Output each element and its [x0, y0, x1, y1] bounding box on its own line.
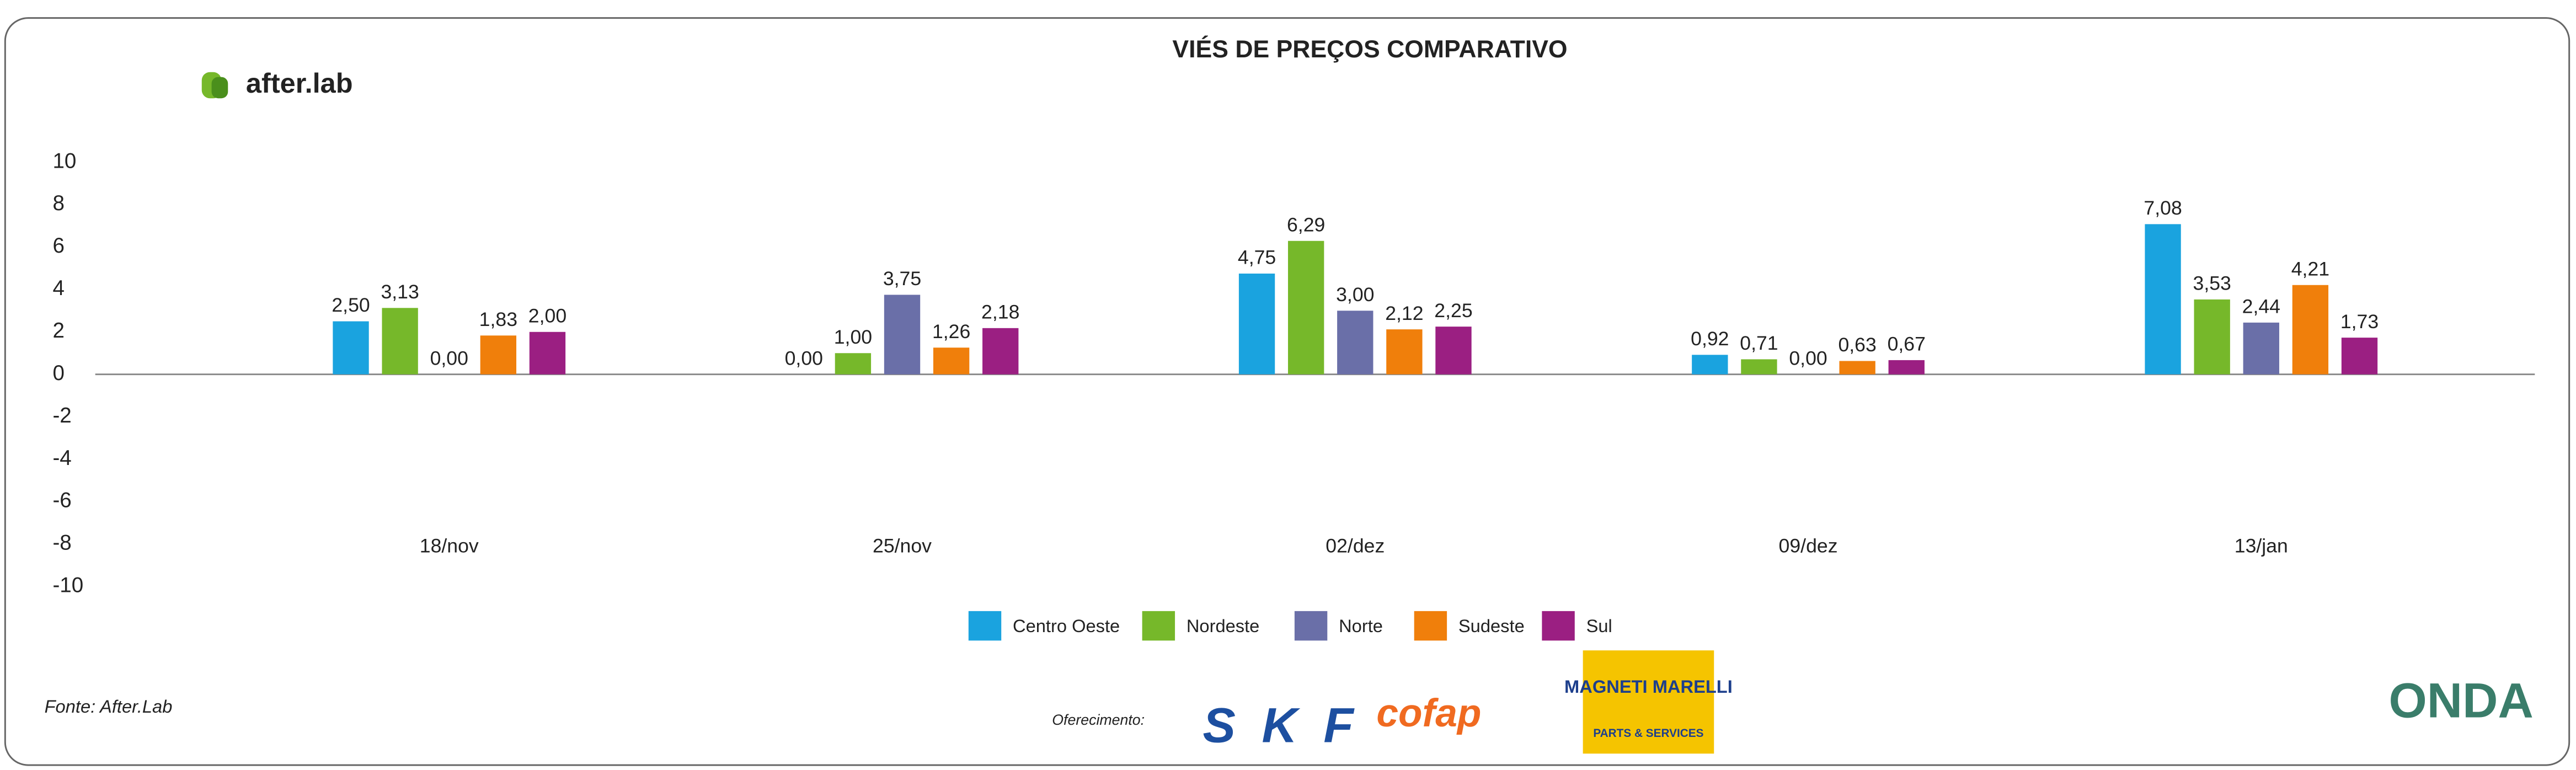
bar	[2243, 322, 2279, 375]
magneti-bg	[1583, 650, 1714, 754]
value-label: 2,44	[2242, 296, 2280, 318]
bar	[1741, 359, 1777, 375]
value-label: 2,18	[981, 301, 1019, 323]
bar	[2194, 299, 2230, 375]
bar	[2341, 338, 2378, 375]
magneti-sub: PARTS & SERVICES	[1593, 727, 1703, 740]
value-label: 0,00	[430, 347, 468, 369]
x-tick-label: 18/nov	[420, 534, 479, 557]
legend-swatch	[1414, 611, 1447, 641]
y-tick-label: -8	[52, 531, 71, 555]
x-tick-label: 13/jan	[2235, 534, 2288, 557]
value-label: 1,83	[479, 308, 517, 330]
value-label: 0,67	[1888, 333, 1926, 355]
bar	[933, 347, 970, 375]
value-label: 3,75	[883, 268, 921, 290]
value-label: 6,29	[1287, 213, 1325, 236]
legend-label: Sudeste	[1458, 616, 1525, 636]
cofap-logo: cofap	[1376, 691, 1481, 735]
value-label: 1,00	[834, 326, 872, 348]
value-label: 0,92	[1691, 328, 1729, 350]
bar	[1888, 360, 1925, 375]
legend-swatch	[1142, 611, 1175, 641]
y-tick-label: -6	[52, 489, 71, 512]
bar	[1238, 273, 1275, 375]
y-tick-label: 8	[52, 191, 64, 215]
x-tick-label: 25/nov	[873, 534, 932, 557]
value-label: 0,00	[1789, 347, 1827, 369]
logo-text: after.lab	[246, 67, 353, 99]
y-tick-label: -4	[52, 446, 71, 470]
value-label: 0,00	[785, 347, 823, 369]
value-label: 2,50	[332, 294, 370, 316]
legend-swatch	[968, 611, 1002, 641]
value-label: 4,21	[2291, 258, 2329, 280]
value-label: 3,13	[381, 281, 419, 303]
frame	[4, 17, 2570, 766]
onda-logo: ONDA	[2389, 673, 2534, 728]
bar	[1386, 329, 1423, 375]
bar	[835, 353, 872, 375]
bar	[1337, 311, 1373, 375]
y-tick-label: 4	[52, 276, 64, 300]
value-label: 2,00	[528, 304, 566, 327]
bar	[333, 321, 369, 375]
y-tick-label: 2	[52, 319, 64, 343]
legend-swatch	[1294, 611, 1328, 641]
value-label: 3,00	[1336, 284, 1374, 306]
bar	[1435, 327, 1472, 375]
magneti-logo: MAGNETI MARELLI	[1564, 676, 1733, 697]
value-label: 0,71	[1740, 332, 1778, 354]
bar	[982, 328, 1019, 375]
x-tick-label: 09/dez	[1779, 534, 1838, 557]
legend-label: Norte	[1339, 616, 1383, 636]
bar	[529, 331, 566, 375]
value-label: 2,12	[1385, 302, 1423, 324]
bar	[2292, 285, 2329, 375]
y-tick-label: 0	[52, 361, 64, 385]
bar	[382, 308, 418, 375]
value-label: 3,53	[2193, 272, 2231, 295]
value-label: 7,08	[2144, 197, 2182, 219]
value-label: 1,26	[932, 320, 970, 343]
bar	[2145, 224, 2181, 375]
source: Fonte: After.Lab	[45, 696, 173, 716]
value-label: 4,75	[1238, 247, 1276, 269]
x-tick-label: 02/dez	[1326, 534, 1385, 557]
y-tick-label: 10	[52, 149, 76, 173]
bar	[1839, 361, 1875, 375]
legend-label: Nordeste	[1187, 616, 1260, 636]
y-tick-label: 6	[52, 234, 64, 258]
legend-swatch	[1542, 611, 1575, 641]
afterlab-logo: after.lab	[201, 67, 353, 99]
logo-icon	[211, 77, 228, 99]
bar	[480, 335, 517, 375]
y-tick-label: -2	[52, 404, 71, 427]
value-label: 2,25	[1434, 300, 1472, 322]
value-label: 1,73	[2340, 311, 2379, 333]
chart-title: VIÉS DE PREÇOS COMPARATIVO	[1172, 35, 1567, 63]
value-label: 0,63	[1838, 334, 1876, 356]
legend-label: Sul	[1586, 616, 1612, 636]
bar	[1692, 355, 1728, 375]
y-tick-label: -10	[52, 574, 83, 597]
skf-logo: SKF	[1203, 697, 1355, 752]
bar	[1288, 240, 1324, 375]
legend-label: Centro Oeste	[1013, 616, 1120, 636]
sponsor-label: Oferecimento:	[1052, 712, 1145, 728]
bar	[884, 295, 921, 375]
